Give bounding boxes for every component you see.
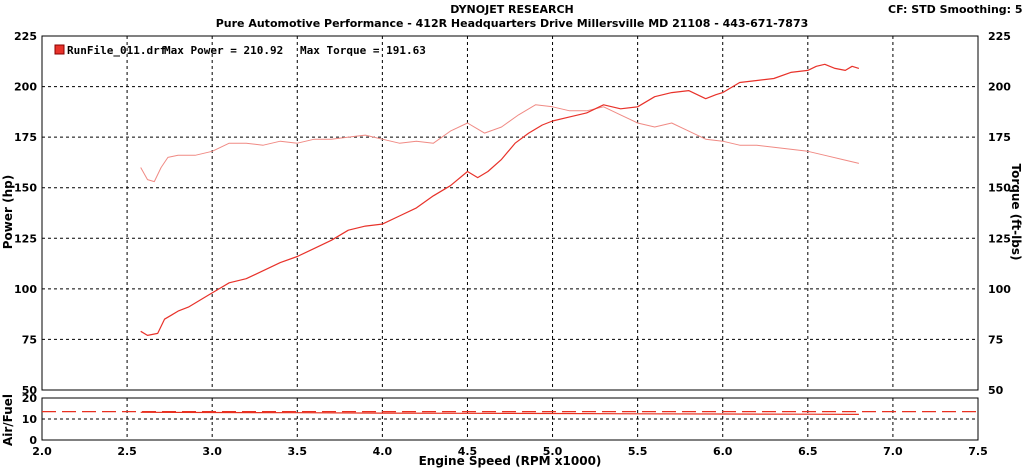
x-tick-label: 4.0 [373, 445, 393, 458]
y2-tick-label: 50 [988, 384, 1004, 397]
x-tick-label: 5.5 [628, 445, 648, 458]
y-tick-label: 75 [22, 333, 37, 346]
y2-tick-label: 100 [988, 283, 1011, 296]
y-axis-label-airfuel: Air/Fuel [1, 394, 15, 446]
x-axis-label: Engine Speed (RPM x1000) [419, 454, 602, 468]
y-tick-label: 225 [14, 30, 37, 43]
y2-tick-label: 175 [988, 131, 1011, 144]
y-tick-label: 125 [14, 232, 37, 245]
afr-series-line [140, 411, 859, 415]
y-tick-label: 100 [14, 283, 37, 296]
y-tick-label: 175 [14, 131, 37, 144]
y2-tick-label: 75 [988, 333, 1003, 346]
x-tick-label: 2.0 [32, 445, 52, 458]
x-tick-label: 7.0 [883, 445, 903, 458]
x-tick-label: 5.0 [543, 445, 563, 458]
legend-swatch [54, 44, 65, 55]
series-layer [42, 63, 978, 415]
company-title: DYNOJET RESEARCH [450, 3, 574, 16]
torque-series-line [140, 104, 860, 183]
main-grid [42, 36, 978, 390]
x-tick-label: 6.5 [798, 445, 818, 458]
x-tick-label: 7.5 [968, 445, 988, 458]
y-axis-label-torque: Torque (ft-lbs) [1009, 164, 1023, 261]
y-tick-label: 50 [22, 384, 38, 397]
x-tick-label: 6.0 [713, 445, 733, 458]
y2-tick-label: 125 [988, 232, 1011, 245]
legend: RunFile_011.drf Max Power = 210.92 Max T… [54, 44, 426, 57]
legend-run-file: RunFile_011.drf [67, 44, 166, 57]
afr-y-tick-label: 0 [29, 434, 37, 447]
y-tick-label: 150 [14, 182, 37, 195]
x-tick-label: 2.5 [117, 445, 137, 458]
x-tick-label: 3.5 [288, 445, 308, 458]
correction-smoothing-info: CF: STD Smoothing: 5 [888, 3, 1023, 16]
afr-plot-frame [41, 397, 979, 441]
ticks-layer: 2.0 2.5 3.0 3.5 4.0 4.5 5.0 5.5 6.0 6.5 7.0 7.5 225 2… [14, 30, 1011, 458]
y2-tick-label: 200 [988, 81, 1011, 94]
y2-tick-label: 150 [988, 182, 1011, 195]
y-axis-label-power: Power (hp) [1, 175, 15, 249]
main-plot-frame [41, 35, 979, 391]
power-series-line [140, 63, 860, 336]
x-tick-label: 4.5 [458, 445, 478, 458]
y-tick-label: 200 [14, 81, 37, 94]
legend-max-torque: Max Torque = 191.63 [300, 44, 426, 57]
afr-y-tick-label: 20 [22, 392, 38, 405]
company-subtitle: Pure Automotive Performance - 412R Headq… [215, 17, 809, 30]
afr-y-tick-label: 10 [22, 413, 38, 426]
x-tick-label: 3.0 [202, 445, 222, 458]
legend-max-power: Max Power = 210.92 [164, 44, 283, 57]
y2-tick-label: 225 [988, 30, 1011, 43]
afr-grid [42, 398, 978, 440]
